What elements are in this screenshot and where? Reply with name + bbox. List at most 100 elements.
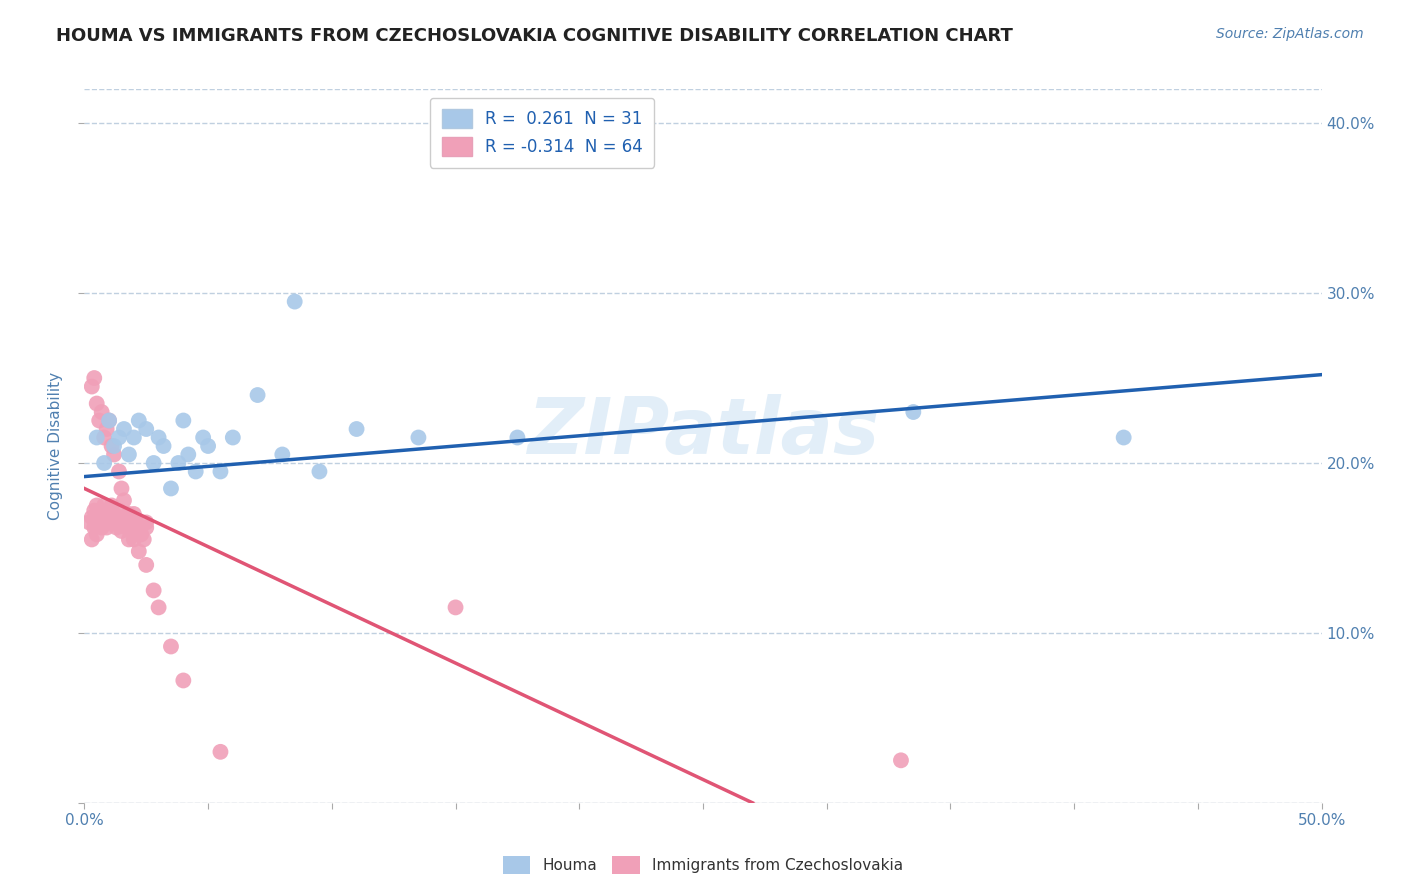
Point (129, 527, 152, 541)
Point (135, 520, 157, 534)
Point (103, 448, 125, 462)
Point (135, 558, 157, 572)
Point (86, 499, 108, 513)
Legend: Houma, Immigrants from Czechoslovakia: Houma, Immigrants from Czechoslovakia (496, 850, 910, 880)
Point (100, 499, 122, 513)
Point (108, 430, 131, 444)
Point (112, 493, 135, 508)
Point (128, 413, 150, 427)
Point (83, 371, 105, 385)
Point (80, 533, 103, 547)
Point (83, 503, 105, 517)
Point (118, 507, 141, 521)
Point (110, 482, 132, 496)
Point (1112, 430, 1135, 444)
Point (98, 413, 121, 427)
Point (103, 507, 125, 521)
Text: HOUMA VS IMMIGRANTS FROM CZECHOSLOVAKIA COGNITIVE DISABILITY CORRELATION CHART: HOUMA VS IMMIGRANTS FROM CZECHOSLOVAKIA … (56, 27, 1014, 45)
Point (98, 413, 121, 427)
Point (80, 379, 103, 393)
Point (118, 533, 141, 547)
Point (148, 600, 170, 615)
Point (271, 448, 294, 462)
Point (167, 456, 190, 470)
Point (177, 448, 200, 462)
Point (122, 527, 145, 541)
Point (128, 520, 150, 534)
Point (96, 510, 118, 524)
Point (93, 456, 115, 470)
Point (122, 533, 145, 547)
Point (93, 430, 115, 444)
Point (152, 439, 174, 453)
Point (346, 422, 368, 436)
Point (142, 456, 165, 470)
Point (284, 294, 307, 309)
Point (172, 413, 194, 427)
Point (132, 533, 155, 547)
Y-axis label: Cognitive Disability: Cognitive Disability (48, 372, 63, 520)
Point (79, 516, 101, 530)
Point (506, 430, 529, 444)
Point (100, 439, 122, 453)
Point (90, 510, 112, 524)
Point (128, 544, 150, 558)
Point (100, 510, 122, 524)
Point (98, 516, 121, 530)
Legend: R =  0.261  N = 31, R = -0.314  N = 64: R = 0.261 N = 31, R = -0.314 N = 64 (430, 97, 654, 168)
Point (83, 520, 105, 534)
Point (160, 482, 183, 496)
Point (890, 753, 912, 767)
Point (118, 510, 141, 524)
Point (90, 520, 112, 534)
Text: ZIPatlas: ZIPatlas (527, 393, 879, 470)
Point (89, 516, 111, 530)
Point (86, 430, 108, 444)
Point (122, 430, 145, 444)
Point (112, 516, 135, 530)
Point (98, 503, 121, 517)
Point (148, 430, 170, 444)
Point (120, 520, 142, 534)
Point (903, 405, 925, 419)
Point (222, 430, 245, 444)
Point (118, 448, 141, 462)
Point (209, 745, 232, 759)
Point (197, 439, 219, 453)
Point (142, 583, 165, 598)
Point (105, 520, 128, 534)
Point (112, 422, 135, 436)
Point (103, 516, 125, 530)
Point (122, 507, 145, 521)
Point (135, 516, 157, 530)
Text: Source: ZipAtlas.com: Source: ZipAtlas.com (1216, 27, 1364, 41)
Point (408, 430, 430, 444)
Point (184, 465, 207, 479)
Point (160, 640, 183, 654)
Point (93, 499, 115, 513)
Point (80, 510, 103, 524)
Point (246, 388, 269, 402)
Point (308, 465, 330, 479)
Point (135, 422, 157, 436)
Point (93, 516, 115, 530)
Point (172, 673, 194, 688)
Point (89, 413, 111, 427)
Point (96, 520, 118, 534)
Point (86, 527, 108, 541)
Point (191, 430, 214, 444)
Point (110, 510, 132, 524)
Point (110, 524, 132, 538)
Point (108, 503, 131, 517)
Point (86, 396, 108, 410)
Point (209, 465, 232, 479)
Point (96, 422, 118, 436)
Point (125, 516, 148, 530)
Point (89, 507, 111, 521)
Point (103, 439, 125, 453)
Point (105, 510, 128, 524)
Point (444, 600, 467, 615)
Point (108, 465, 131, 479)
Point (108, 516, 131, 530)
Point (90, 405, 112, 419)
